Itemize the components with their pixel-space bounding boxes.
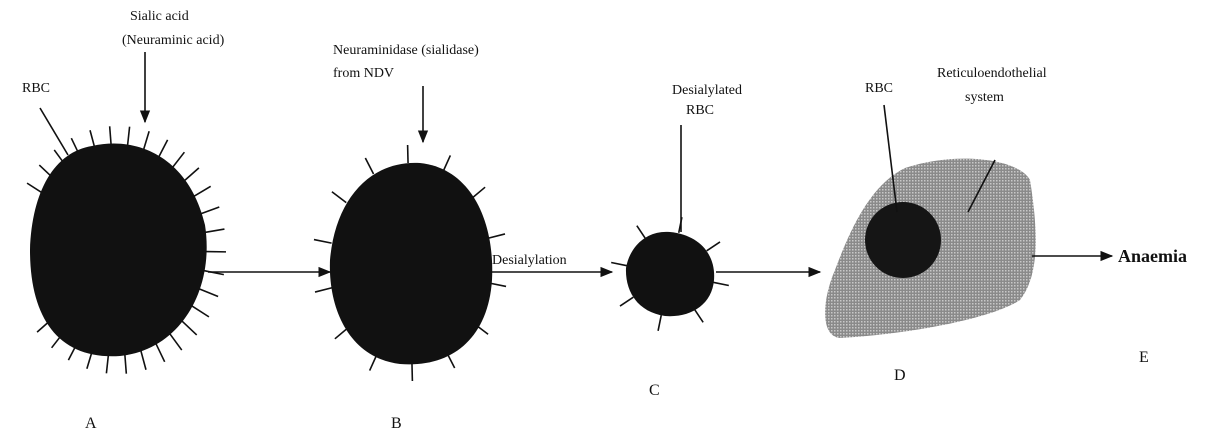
spike xyxy=(169,333,183,351)
stage-letter: D xyxy=(894,367,906,384)
spike xyxy=(636,225,647,240)
stage-letter: A xyxy=(85,415,97,432)
rbc-c xyxy=(625,231,715,317)
stage-letter: B xyxy=(391,415,402,432)
spike xyxy=(157,139,169,158)
spike xyxy=(487,233,506,240)
spike xyxy=(142,131,150,151)
label: RBC xyxy=(686,103,714,118)
spike xyxy=(155,343,166,363)
pointer-line xyxy=(967,159,996,213)
label: (Neuraminic acid) xyxy=(122,33,225,48)
spike xyxy=(619,296,634,307)
label: RBC xyxy=(865,81,893,96)
spike xyxy=(657,315,663,332)
spike xyxy=(181,320,198,336)
spike xyxy=(108,126,113,147)
edge-label: Desialylation xyxy=(492,253,567,268)
stage-letter: E xyxy=(1139,349,1149,366)
label: Neuraminidase (sialidase) xyxy=(333,43,479,58)
spike xyxy=(199,288,219,298)
spike xyxy=(200,206,220,215)
label: Reticuloendothelial xyxy=(937,66,1047,81)
spike xyxy=(611,261,628,267)
spike xyxy=(126,126,131,147)
spike xyxy=(193,185,212,198)
spike xyxy=(364,157,375,175)
label: Sialic acid xyxy=(130,9,189,24)
outcome: Anaemia xyxy=(1118,246,1187,266)
spike xyxy=(331,191,347,204)
spike xyxy=(470,186,486,200)
spike xyxy=(693,308,704,323)
spike xyxy=(105,353,110,374)
spike xyxy=(442,155,452,173)
label: Desialylated xyxy=(672,83,742,98)
spike xyxy=(314,286,333,293)
spike xyxy=(171,151,186,169)
rbc-b xyxy=(329,162,493,365)
rbc-d xyxy=(865,202,941,278)
pointer-line xyxy=(39,107,69,156)
pointer-line xyxy=(883,104,898,213)
spike xyxy=(123,353,128,374)
stage-letter: C xyxy=(649,382,660,399)
spike xyxy=(191,305,210,318)
spike xyxy=(313,238,332,244)
spike xyxy=(712,281,729,287)
label: from NDV xyxy=(333,66,394,81)
spike xyxy=(140,350,147,370)
spike xyxy=(706,241,721,252)
label: RBC xyxy=(22,81,50,96)
spike xyxy=(183,167,200,182)
spike xyxy=(204,228,225,234)
label: system xyxy=(965,90,1004,105)
rbc-a xyxy=(30,143,207,357)
